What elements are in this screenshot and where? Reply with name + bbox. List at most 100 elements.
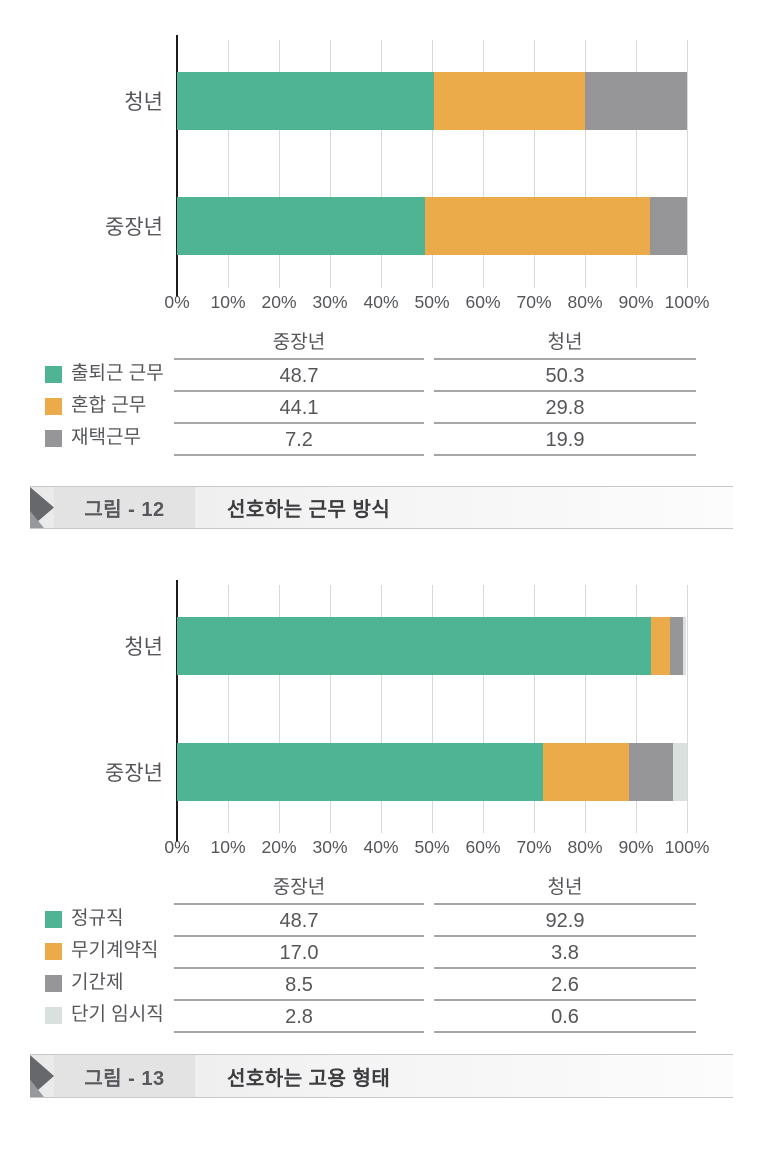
table-header-spacer — [45, 328, 174, 358]
x-tick-label: 10% — [210, 292, 246, 312]
table-column-header: 중장년 — [272, 877, 326, 898]
stacked-bar-중장년 — [177, 197, 687, 255]
caption-arrow-icon — [30, 487, 54, 528]
figure-12-caption-title: 선호하는 근무 방식 — [227, 499, 391, 521]
bar-segment-혼합 근무 — [425, 197, 651, 255]
gridline — [534, 585, 535, 833]
table-cell-value: 50.3 — [434, 358, 696, 390]
x-tick-label: 60% — [465, 837, 501, 857]
figure-12-caption-tag: 그림 - 12 — [54, 487, 195, 528]
x-tick-label: 40% — [363, 292, 399, 312]
table-bottom-line — [174, 454, 424, 456]
y-axis-label-중장년: 중장년 — [105, 762, 163, 785]
bar-segment-재택근무 — [585, 72, 687, 130]
figure-13-data-table: 중장년 청년 정규직 48.7 92.9 무기계약직 17.0 3.8 기간제 8.5 2.6 단기 … — [45, 873, 741, 1033]
bar-segment-무기계약직 — [650, 617, 671, 675]
gridline — [636, 585, 637, 833]
legend-label: 출퇴근 근무 — [71, 363, 164, 384]
x-tick-label: 50% — [414, 837, 450, 857]
y-axis-line — [176, 35, 178, 297]
x-tick-label: 20% — [261, 837, 297, 857]
bar-segment-기간제 — [629, 743, 673, 801]
table-cell-value: 2.8 — [174, 999, 424, 1031]
legend-swatch-icon — [45, 910, 62, 928]
table-row: 정규직 48.7 92.9 — [45, 903, 741, 935]
legend-item: 혼합 근무 — [45, 390, 174, 422]
x-tick-label: 0% — [164, 837, 190, 857]
legend-label: 재택근무 — [71, 427, 141, 448]
caption-arrow-icon — [30, 1055, 54, 1097]
table-row: 출퇴근 근무 48.7 50.3 — [45, 358, 741, 390]
legend-swatch-icon — [45, 365, 62, 383]
x-tick-label: 80% — [567, 292, 603, 312]
gridline — [585, 585, 586, 833]
x-tick-label: 30% — [312, 837, 348, 857]
legend-item: 기간제 — [45, 967, 174, 999]
table-cell-value: 3.8 — [434, 935, 696, 967]
table-row: 혼합 근무 44.1 29.8 — [45, 390, 741, 422]
x-tick-label: 70% — [516, 292, 552, 312]
bar-segment-출퇴근 근무 — [177, 72, 434, 130]
legend-item: 무기계약직 — [45, 935, 174, 967]
table-column-gap — [424, 873, 434, 903]
table-column-gap — [424, 967, 434, 999]
x-tick-label: 20% — [261, 292, 297, 312]
figure-13-caption-title: 선호하는 고용 형태 — [227, 1067, 391, 1090]
legend-label: 단기 임시직 — [71, 1004, 164, 1025]
bar-segment-혼합 근무 — [433, 72, 586, 130]
legend-swatch-icon — [45, 974, 62, 992]
gridline — [330, 40, 331, 288]
legend-label: 정규직 — [71, 908, 124, 929]
table-row: 기간제 8.5 2.6 — [45, 967, 741, 999]
stacked-bar-청년 — [177, 617, 687, 675]
legend-item: 정규직 — [45, 903, 174, 935]
y-axis-line — [176, 580, 178, 842]
gridline — [483, 585, 484, 833]
legend-item: 단기 임시직 — [45, 999, 174, 1031]
table-column-header: 청년 — [547, 877, 583, 898]
gridline — [534, 40, 535, 288]
table-column-header: 중장년 — [272, 332, 326, 353]
x-tick-label: 0% — [164, 292, 190, 312]
table-cell-value: 48.7 — [174, 903, 424, 935]
x-tick-label: 100% — [664, 837, 710, 857]
table-row: 재택근무 7.2 19.9 — [45, 422, 741, 454]
bar-segment-기간제 — [670, 617, 684, 675]
gridline — [228, 40, 229, 288]
x-tick-label: 100% — [664, 292, 710, 312]
legend-label: 기간제 — [71, 972, 124, 993]
table-column-gap — [424, 390, 434, 422]
gridline — [483, 40, 484, 288]
gridline — [228, 585, 229, 833]
table-column-gap — [424, 358, 434, 390]
table-cell-value: 29.8 — [434, 390, 696, 422]
legend-item: 재택근무 — [45, 422, 174, 454]
table-row: 무기계약직 17.0 3.8 — [45, 935, 741, 967]
bar-segment-단기 임시직 — [672, 743, 687, 801]
table-header-spacer — [45, 873, 174, 903]
x-tick-label: 80% — [567, 837, 603, 857]
bar-segment-정규직 — [177, 617, 651, 675]
table-bottom-line — [174, 1031, 424, 1033]
figure-13-x-axis-labels: 0% 10% 20% 30% 40% 50% 60% 70% 80% 90% 100% — [164, 837, 709, 861]
x-tick-label: 40% — [363, 837, 399, 857]
y-axis-label-중장년: 중장년 — [105, 216, 163, 239]
table-column-gap — [424, 935, 434, 967]
table-header-row: 중장년 청년 — [45, 328, 741, 358]
x-tick-label: 90% — [618, 292, 654, 312]
table-cell-value: 0.6 — [434, 999, 696, 1031]
y-axis-label-청년: 청년 — [124, 636, 163, 659]
x-tick-label: 90% — [618, 837, 654, 857]
legend-swatch-icon — [45, 1006, 62, 1024]
figure-13-caption-tag: 그림 - 13 — [54, 1055, 195, 1097]
figure-12-data-table: 중장년 청년 출퇴근 근무 48.7 50.3 혼합 근무 44.1 29.8 재택근무 7.2 1… — [45, 328, 741, 456]
x-tick-label: 30% — [312, 292, 348, 312]
table-bottom-rule — [45, 454, 741, 456]
table-column-gap — [424, 903, 434, 935]
table-cell-value: 2.6 — [434, 967, 696, 999]
gridline — [279, 40, 280, 288]
legend-label: 혼합 근무 — [71, 395, 147, 416]
table-cell-value: 19.9 — [434, 422, 696, 454]
legend-item: 출퇴근 근무 — [45, 358, 174, 390]
table-cell-value: 44.1 — [174, 390, 424, 422]
